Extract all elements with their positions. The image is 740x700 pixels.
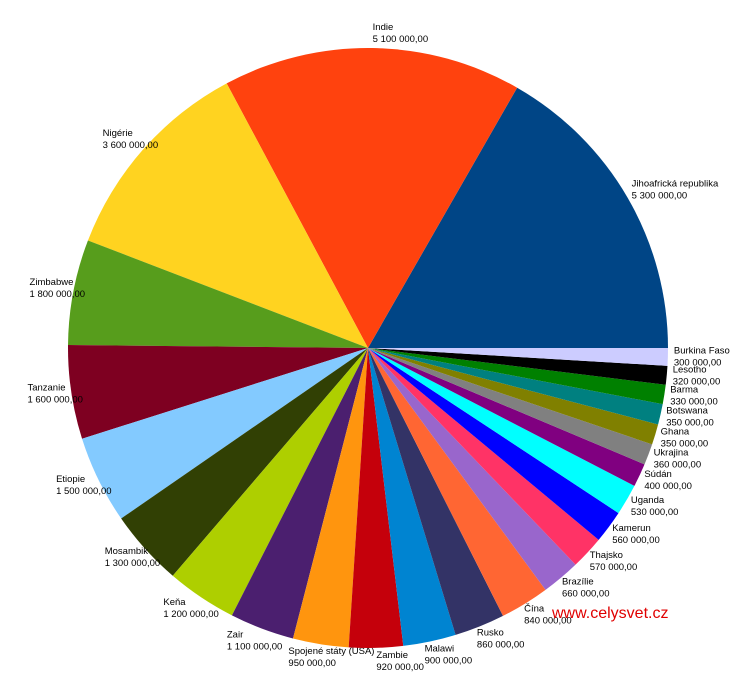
slice-value: 300 000,00 (674, 357, 722, 368)
slice-label: Thajsko (590, 550, 623, 561)
slice-value: 1 200 000,00 (163, 609, 218, 620)
slice-label: Ukrajina (654, 447, 690, 458)
pie-slice (368, 348, 666, 405)
slice-label: Spojené státy (USA) (288, 646, 374, 657)
slice-label: Nigérie (103, 128, 133, 139)
pie-slice (348, 348, 404, 649)
pie-slice (368, 348, 576, 590)
slice-label: Kamerun (612, 523, 651, 534)
pie-slice (82, 348, 368, 519)
slice-value: 3 600 000,00 (103, 140, 158, 151)
pie-slice (226, 47, 518, 348)
pie-slice (368, 348, 668, 385)
pie-slice (87, 83, 368, 349)
slice-value: 360 000,00 (654, 459, 702, 470)
pie-slice (368, 348, 653, 465)
slice-value: 1 100 000,00 (227, 642, 282, 653)
pie-slice (368, 348, 668, 366)
pie-slice (368, 87, 668, 349)
slice-label: Jihoafrická republika (632, 179, 719, 190)
slice-value: 900 000,00 (425, 655, 473, 666)
slice-value: 560 000,00 (612, 535, 660, 546)
pie-slice (368, 348, 659, 445)
slice-label: Brazílie (562, 576, 594, 587)
slice-label: Indie (373, 22, 394, 33)
pie-slice (368, 348, 599, 565)
slice-label: Rusko (477, 627, 504, 638)
watermark: www.celysvet.cz (551, 605, 668, 622)
slice-value: 1 600 000,00 (27, 395, 82, 406)
slice-value: 840 000,00 (524, 616, 572, 627)
slice-value: 400 000,00 (644, 481, 692, 492)
slice-value: 570 000,00 (590, 562, 638, 573)
slice-label: Keňa (163, 597, 186, 608)
slice-label: Zimbabwe (30, 277, 74, 288)
pie-slice (368, 348, 546, 616)
slice-value: 920 000,00 (376, 662, 424, 673)
slice-label: Tanzanie (27, 383, 65, 394)
slice-label: Malawi (425, 643, 455, 654)
slice-value: 5 100 000,00 (373, 34, 428, 45)
slice-label: Barma (670, 385, 699, 396)
slice-value: 1 500 000,00 (56, 486, 111, 497)
slice-value: 350 000,00 (666, 417, 714, 428)
slice-label: Mosambik (105, 546, 149, 557)
pie-slice (368, 348, 663, 425)
slice-label: Uganda (631, 495, 665, 506)
slice-label: Burkina Faso (674, 345, 730, 356)
slice-label: Botswana (666, 405, 708, 416)
pie-slice (368, 348, 619, 540)
slice-value: 1 800 000,00 (30, 289, 85, 300)
slice-label: Súdán (644, 469, 671, 480)
slice-label: Zambie (376, 650, 408, 661)
slice-value: 5 300 000,00 (632, 191, 687, 202)
slice-value: 530 000,00 (631, 507, 679, 518)
pie-slice (68, 345, 368, 439)
slice-label: Zair (227, 630, 243, 641)
slice-value: 1 300 000,00 (105, 558, 160, 569)
pie-slice (368, 348, 456, 646)
slice-value: 950 000,00 (288, 658, 336, 669)
slice-label: Ghana (661, 426, 690, 437)
pie-slice (172, 348, 368, 616)
pie-slice (68, 240, 368, 348)
slice-value: 860 000,00 (477, 639, 525, 650)
pie-slice (231, 348, 368, 639)
pie-slice (292, 348, 368, 648)
slice-label: Lesotho (673, 365, 707, 376)
pie-slice (121, 348, 368, 576)
pie-slice (368, 348, 504, 635)
slice-value: 350 000,00 (661, 438, 709, 449)
slice-value: 320 000,00 (673, 377, 721, 388)
slice-value: 330 000,00 (670, 397, 718, 408)
slice-value: 660 000,00 (562, 588, 610, 599)
pie-slice (368, 348, 635, 514)
slice-label: Čína (524, 604, 545, 615)
slice-label: Etiopie (56, 474, 85, 485)
pie-slice (368, 348, 645, 486)
